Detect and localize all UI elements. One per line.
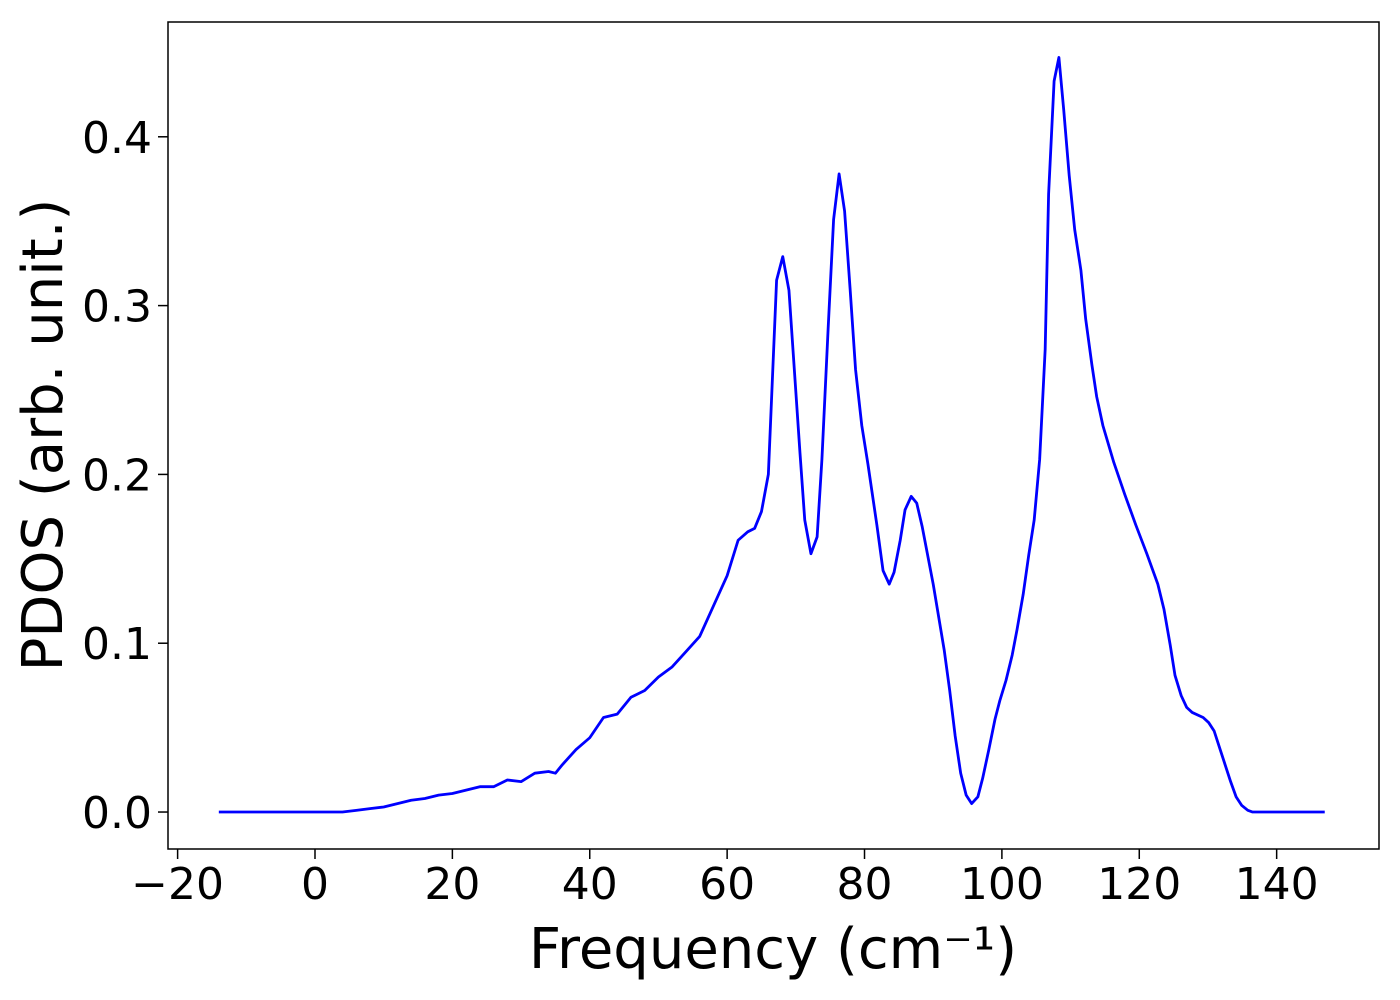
y-axis-label: PDOS (arb. unit.) — [11, 199, 76, 672]
pdos-line — [218, 56, 1325, 814]
y-tick-label: 0.1 — [82, 619, 152, 670]
x-tick-label: 20 — [424, 859, 480, 910]
x-tick-label: 100 — [960, 859, 1044, 910]
x-tick-label: 120 — [1097, 859, 1181, 910]
plot-frame — [167, 21, 1380, 850]
x-tick-label: −20 — [131, 859, 224, 910]
x-axis-label: Frequency (cm⁻¹) — [529, 917, 1017, 982]
x-tick-label: 40 — [562, 859, 618, 910]
y-tick-label: 0.4 — [82, 113, 152, 164]
x-tick-label: 0 — [301, 859, 329, 910]
x-tick-label: 80 — [837, 859, 893, 910]
x-tick-label: 60 — [699, 859, 755, 910]
y-tick-label: 0.3 — [82, 282, 152, 333]
x-tick-label: 140 — [1235, 859, 1319, 910]
y-tick-label: 0.0 — [82, 788, 152, 839]
y-tick-label: 0.2 — [82, 450, 152, 501]
